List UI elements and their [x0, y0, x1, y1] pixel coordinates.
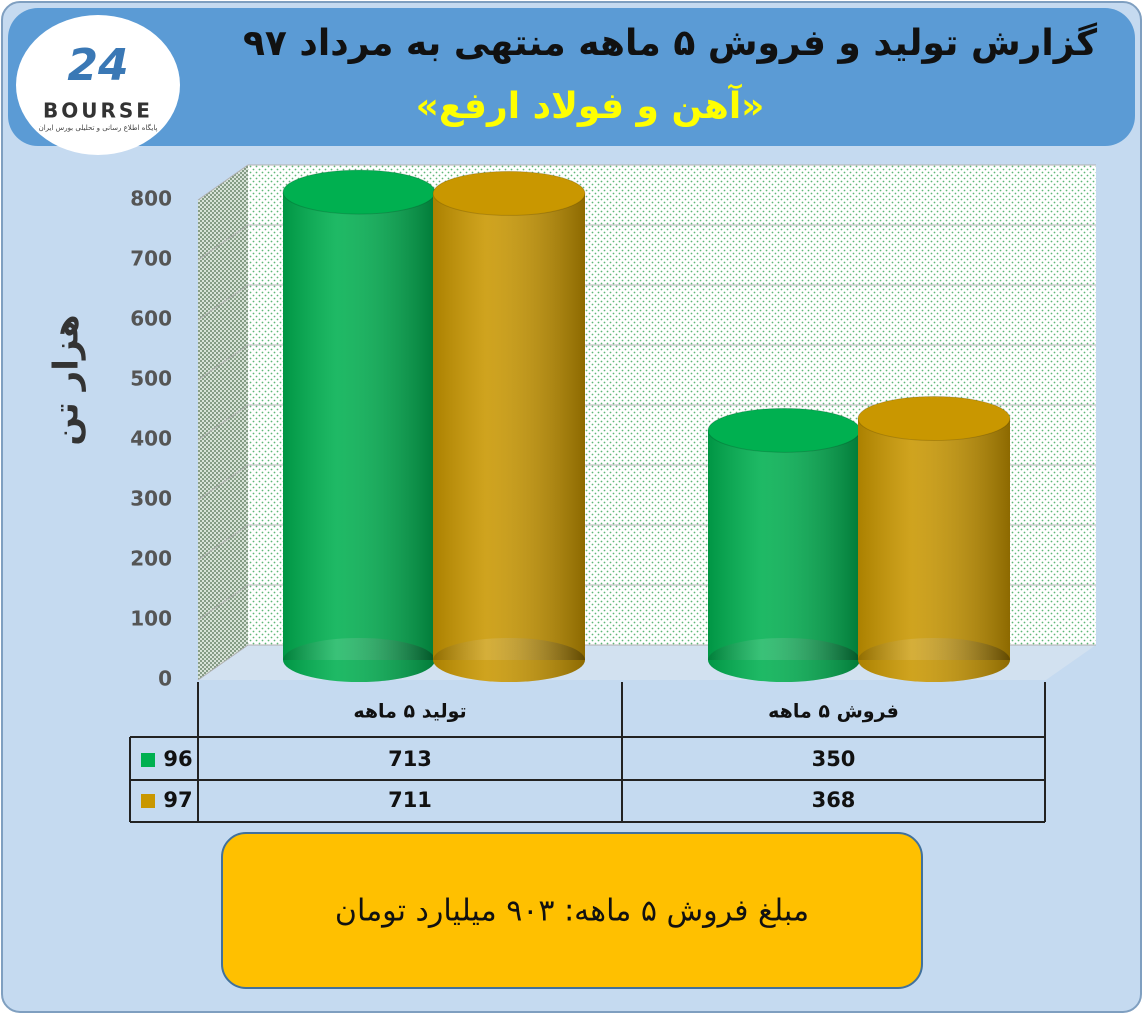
chart-subtitle: «آهن و فولاد ارفع» [416, 83, 765, 127]
y-tick-label: 300 [130, 487, 172, 511]
y-tick-label: 700 [130, 247, 172, 271]
grid-line [197, 404, 1096, 441]
table-lines [129, 682, 1046, 823]
bar-top [282, 169, 436, 215]
bar-body-shade [858, 418, 1010, 660]
bar [707, 407, 861, 682]
x-tick-label: فروش ۵ ماهه [768, 701, 899, 723]
table-value: 350 [812, 747, 856, 771]
y-tick-label: 600 [130, 307, 172, 331]
bar-body-shade [433, 193, 585, 660]
legend-swatch [141, 753, 155, 767]
header-band [8, 8, 1135, 146]
grid-line [197, 344, 1096, 381]
y-tick-label: 400 [130, 427, 172, 451]
legend-label: 97 [163, 788, 192, 812]
y-tick-label: 500 [130, 367, 172, 391]
y-tick-label: 0 [158, 667, 172, 691]
chart-title: گزارش تولید و فروش ۵ ماهه منتهی به مرداد… [243, 22, 1097, 64]
footer-box [221, 832, 923, 989]
grid-line [197, 284, 1096, 321]
bar [432, 170, 586, 682]
y-tick-label: 200 [130, 547, 172, 571]
grid-line [197, 164, 1096, 201]
legend-swatch [141, 794, 155, 808]
table-value: 368 [812, 788, 856, 812]
y-axis-label: هزار تن [47, 314, 87, 445]
logo-caption: پایگاه اطلاع رسانی و تحلیلی بورس ایران [39, 123, 158, 132]
bar [857, 396, 1011, 682]
logo-number: 24 [67, 40, 128, 91]
bar-body-shade [708, 430, 860, 660]
bar-top [432, 170, 586, 216]
logo-circle [16, 15, 180, 155]
footer-text: مبلغ فروش ۵ ماهه: ۹۰۳ میلیارد تومان [335, 894, 809, 929]
bar-body-shade [283, 192, 435, 660]
table-value: 711 [388, 788, 432, 812]
y-tick-label: 800 [130, 187, 172, 211]
logo-name: BOURSE [43, 99, 153, 123]
y-tick-label: 100 [130, 607, 172, 631]
grid-line [197, 224, 1096, 261]
legend-label: 96 [163, 747, 192, 771]
table-value: 713 [388, 747, 432, 771]
bar [282, 169, 436, 682]
x-tick-label: تولید ۵ ماهه [353, 701, 466, 723]
bar-top [857, 396, 1011, 441]
bar-top [707, 407, 861, 453]
